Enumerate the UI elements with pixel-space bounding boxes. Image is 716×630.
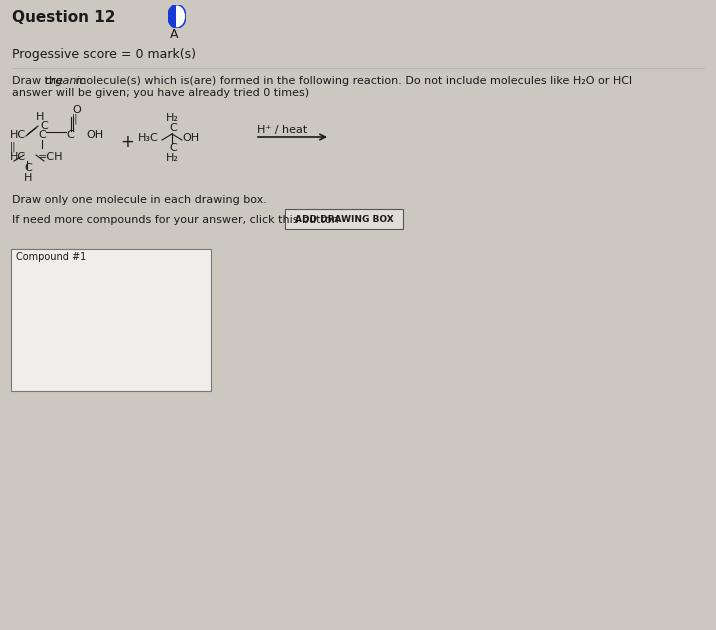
- Text: ||: ||: [72, 113, 79, 123]
- Text: answer will be given; you have already tried 0 times): answer will be given; you have already t…: [12, 88, 309, 98]
- Text: OH: OH: [182, 133, 199, 143]
- Text: C: C: [40, 121, 48, 131]
- Text: A: A: [170, 28, 178, 41]
- Text: ||: ||: [10, 142, 16, 152]
- Text: ADD DRAWING BOX: ADD DRAWING BOX: [294, 214, 393, 224]
- Text: Draw the: Draw the: [12, 76, 67, 86]
- Text: +: +: [120, 133, 134, 151]
- Polygon shape: [168, 4, 177, 28]
- Text: =CH: =CH: [38, 152, 64, 162]
- Text: H⁺ / heat: H⁺ / heat: [257, 125, 307, 135]
- Text: H: H: [24, 173, 32, 183]
- Text: HC: HC: [10, 152, 26, 162]
- Text: O: O: [72, 105, 81, 115]
- Text: molecule(s) which is(are) formed in the following reaction. Do not include molec: molecule(s) which is(are) formed in the …: [72, 76, 632, 86]
- Text: C: C: [24, 163, 32, 173]
- Text: C: C: [169, 123, 177, 133]
- Text: Draw only one molecule in each drawing box.: Draw only one molecule in each drawing b…: [12, 195, 267, 205]
- Polygon shape: [177, 4, 186, 28]
- Text: H₃C: H₃C: [138, 133, 159, 143]
- Text: C: C: [66, 130, 74, 140]
- Text: If need more compounds for your answer, click this button: If need more compounds for your answer, …: [12, 215, 339, 225]
- Text: C: C: [169, 143, 177, 153]
- Text: Progessive score = 0 mark(s): Progessive score = 0 mark(s): [12, 48, 196, 61]
- Text: Question 12: Question 12: [12, 10, 115, 25]
- Text: OH: OH: [86, 130, 103, 140]
- Text: organic: organic: [44, 76, 86, 86]
- Text: H₂: H₂: [166, 153, 179, 163]
- Text: C: C: [38, 130, 46, 140]
- Text: H₂: H₂: [166, 113, 179, 123]
- Text: HC: HC: [10, 130, 26, 140]
- Text: H: H: [36, 112, 44, 122]
- Text: Compound #1: Compound #1: [16, 253, 86, 263]
